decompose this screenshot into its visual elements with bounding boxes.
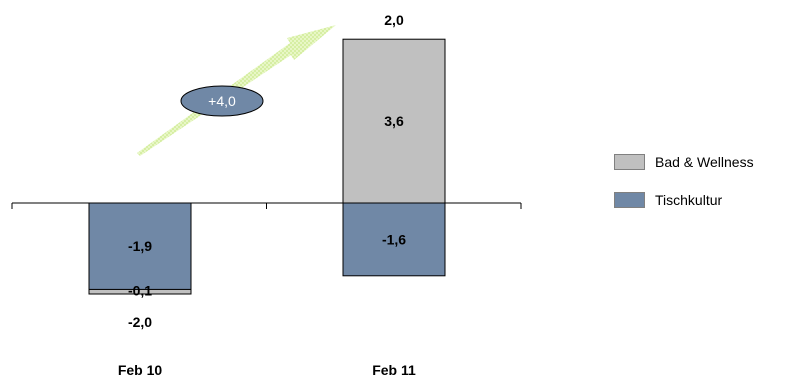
data-label-tischkultur-1: -1,9: [128, 238, 152, 254]
bar-bad-wellness-2: [342, 38, 446, 204]
data-label-bad-wellness-1: -0,1: [128, 282, 152, 298]
bar-tischkultur-2: [342, 202, 446, 277]
annotation-bubble: [180, 85, 264, 117]
legend-swatch-tischkultur: [614, 192, 645, 208]
legend-swatch-bad-wellness: [614, 154, 645, 170]
data-label-bad-wellness-2: 3,6: [384, 113, 404, 129]
legend: Bad & Wellness Tischkultur: [614, 150, 754, 212]
total-label-2: 2,0: [384, 12, 404, 28]
x-tick-label-2: Feb 11: [372, 362, 416, 378]
legend-item-tischkultur: Tischkultur: [614, 188, 754, 212]
data-label-tischkultur-2: -1,6: [382, 231, 406, 247]
x-tick-label-1: Feb 10: [118, 362, 163, 378]
legend-label-bad-wellness: Bad & Wellness: [655, 154, 754, 170]
bar-bad-wellness-1: [88, 288, 192, 295]
annotation-label: +4,0: [208, 93, 236, 109]
total-label-1: -2,0: [128, 314, 152, 330]
legend-item-bad-wellness: Bad & Wellness: [614, 150, 754, 174]
legend-label-tischkultur: Tischkultur: [655, 192, 723, 208]
